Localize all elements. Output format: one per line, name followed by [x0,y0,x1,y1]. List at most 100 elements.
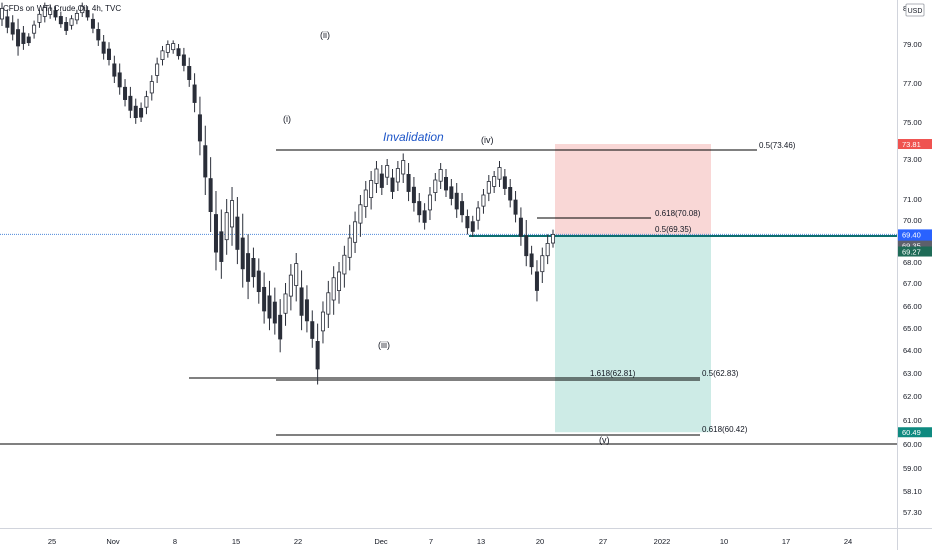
fib-label-0.5-upper: 0.5(73.46) [759,141,796,150]
price-label-text: 60.49 [902,428,921,437]
candle-body [471,222,474,232]
candle-body [466,216,469,227]
candle-body [305,300,308,321]
candle-body [359,205,362,223]
candle-body [241,238,244,269]
time-tick-label: 27 [599,537,607,546]
candle-body [509,187,512,200]
time-tick-label: 17 [782,537,790,546]
candle-body [246,254,249,282]
stop-loss-zone[interactable] [555,144,711,236]
price-tick-label: 68.00 [903,258,922,267]
candle-body [455,193,458,209]
price-label-text: 69.40 [902,230,921,239]
candle-body [439,170,442,182]
candle-body [230,201,233,227]
wave-label-ii: (ii) [320,30,330,40]
candle-body [236,217,239,249]
candle-body [16,30,19,46]
candle-body [364,190,367,207]
price-tick-label: 71.00 [903,195,922,204]
candle-body [551,234,554,243]
fib-label-0.5-lower: 0.5(62.83) [702,369,739,378]
price-label-text: 73.81 [902,140,921,149]
price-tick-label: 77.00 [903,79,922,88]
candle-body [214,215,217,253]
time-tick-label: 22 [294,537,302,546]
candle-body [65,22,68,30]
candle-body [477,208,480,220]
candle-body [327,293,330,314]
candle-body [300,288,303,316]
candle-body [514,200,517,214]
time-tick-label: Dec [374,537,388,546]
candle-body [225,213,228,240]
candle-body [487,182,490,194]
price-tick-label: 61.00 [903,416,922,425]
fib-label-1.618: 1.618(62.81) [590,369,636,378]
wave-label-iii: (iii) [378,340,390,350]
candle-body [38,14,41,22]
time-tick-label: 13 [477,537,485,546]
candle-body [75,13,78,19]
candle-body [27,37,30,43]
candle-body [412,187,415,202]
candle-body [348,238,351,257]
price-label-text: 69.27 [902,248,921,257]
candle-body [107,49,110,60]
price-label: 60.49 [898,427,932,437]
candle-body [166,44,169,52]
candle-body [263,287,266,311]
candle-body [139,108,142,117]
price-label: 73.81 [898,139,932,149]
candle-body [257,271,260,292]
candle-body [113,64,116,76]
time-tick-label: 20 [536,537,544,546]
candle-body [22,33,25,44]
candle-body [59,16,62,23]
price-label: 69.27 [898,247,932,257]
fib-label-0.618-lower: 0.618(60.42) [702,425,748,434]
candle-body [156,64,159,75]
candle-body [316,341,319,369]
candle-body [145,97,148,108]
time-tick-label: 25 [48,537,56,546]
currency-label: USD [908,8,923,15]
candle-body [284,294,287,313]
candle-body [193,85,196,103]
candle-body [380,174,383,188]
candle-body [434,180,437,193]
candle-body [268,296,271,318]
candle-body [407,174,410,191]
candle-body [525,236,528,256]
price-tick-label: 79.00 [903,40,922,49]
candle-body [279,315,282,339]
wave-label-i: (i) [283,114,291,124]
price-tick-label: 63.00 [903,369,922,378]
candle-body [482,195,485,206]
price-tick-label: 60.00 [903,440,922,449]
candle-body [530,254,533,267]
time-tick-label: 24 [844,537,852,546]
candle-body [519,218,522,236]
candle-body [11,23,14,34]
candle-body [161,51,164,60]
price-tick-label: 70.00 [903,216,922,225]
candle-body [460,202,463,215]
price-tick-label: 62.00 [903,392,922,401]
candle-body [123,87,126,99]
candle-body [32,25,35,33]
candle-body [252,258,255,276]
candle-body [391,178,394,192]
candle-body [375,169,378,183]
candle-body [541,256,544,272]
candle-body [177,49,180,56]
candle-body [102,42,105,53]
take-profit-zone[interactable] [555,236,711,433]
invalidation-label: Invalidation [383,130,444,144]
candle-body [386,166,389,178]
price-tick-label: 58.10 [903,487,922,496]
price-tick-label: 57.30 [903,508,922,517]
